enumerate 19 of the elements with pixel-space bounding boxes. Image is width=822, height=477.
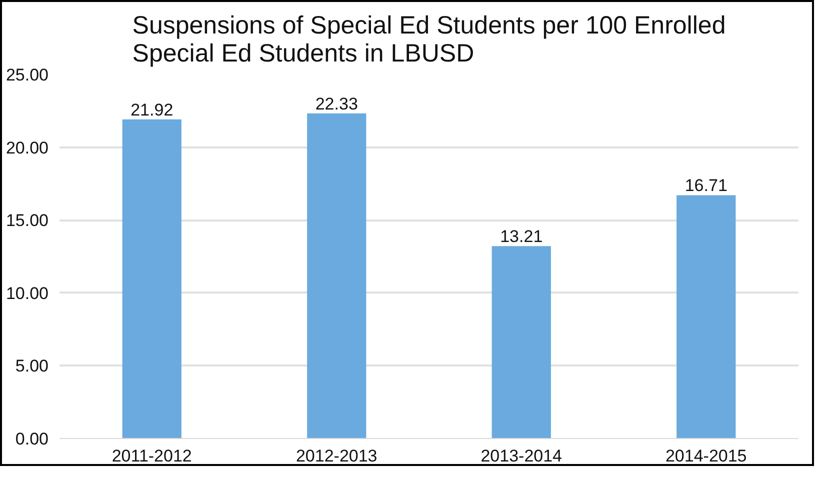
data-label: 16.71 <box>684 176 728 196</box>
y-tick-label: 5.00 <box>15 356 49 376</box>
bar <box>492 246 551 438</box>
x-tick-label: 2012-2013 <box>296 446 378 466</box>
x-tick-label: 2011-2012 <box>112 446 192 466</box>
y-tick-label: 15.00 <box>6 211 49 230</box>
y-tick-label: 10.00 <box>6 284 49 303</box>
y-tick-label: 20.00 <box>6 138 49 158</box>
y-tick-label: 25.00 <box>6 66 49 84</box>
bar <box>676 195 736 438</box>
data-label: 13.21 <box>500 227 543 246</box>
data-label: 21.92 <box>130 100 174 120</box>
y-tick-label: 0.00 <box>15 430 49 448</box>
chart-title: Suspensions of Special Ed Students per 100 Enrolled Special Ed Students in LBUSD <box>132 12 726 68</box>
x-tick-label: 2013-2014 <box>480 446 562 466</box>
bar <box>122 119 182 438</box>
data-label: 22.33 <box>315 94 358 114</box>
bar <box>307 113 366 438</box>
x-tick-label: 2014-2015 <box>665 446 747 466</box>
